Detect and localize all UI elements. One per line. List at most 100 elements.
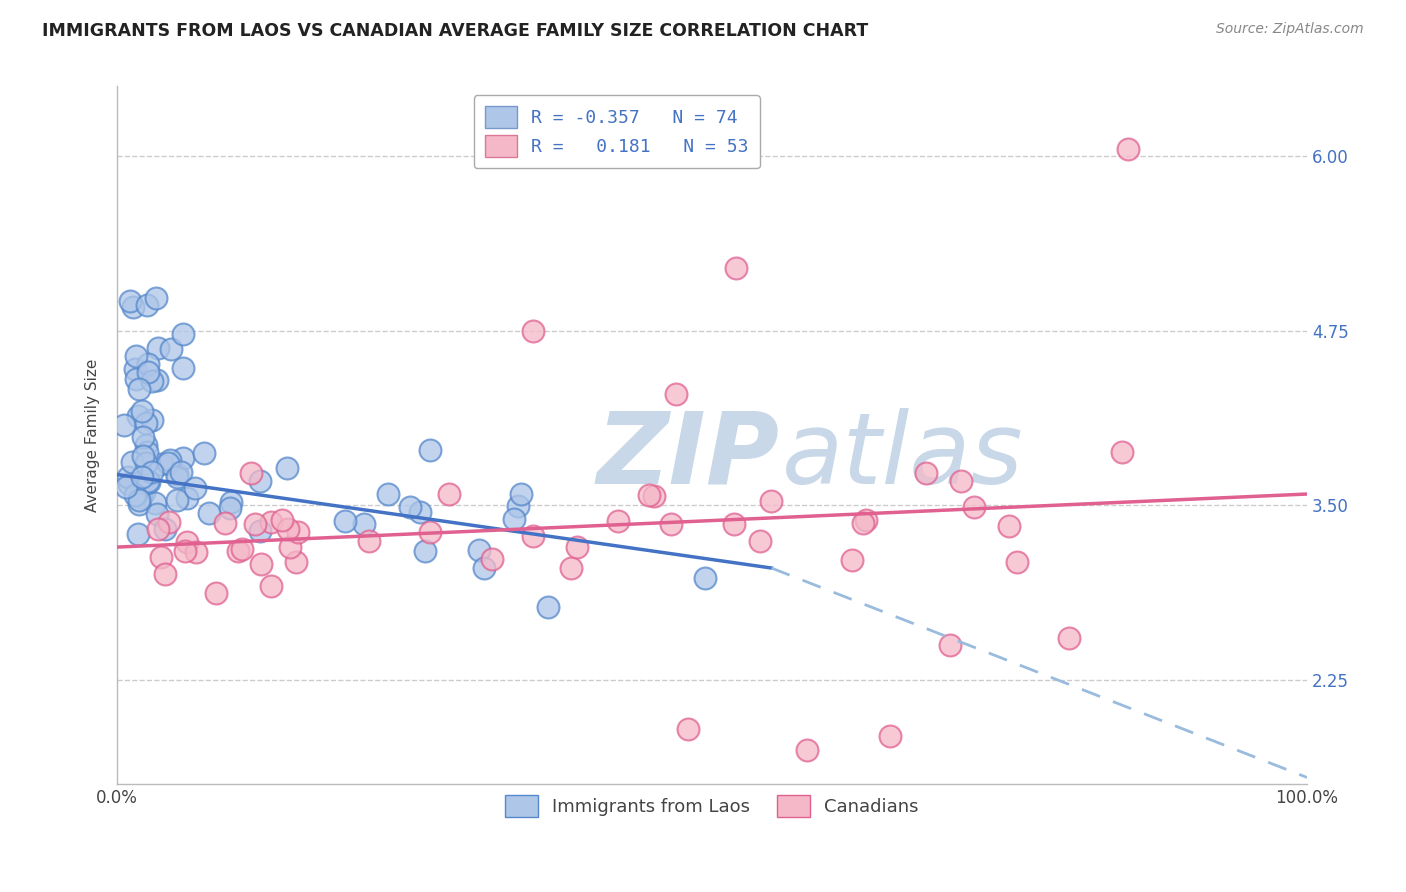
Point xyxy=(128,492,150,507)
Point xyxy=(357,533,380,548)
Point xyxy=(723,516,745,531)
Point xyxy=(749,534,772,549)
Point xyxy=(249,474,271,488)
Point xyxy=(643,490,665,504)
Point xyxy=(841,553,863,567)
Point xyxy=(136,474,159,488)
Point xyxy=(131,404,153,418)
Point xyxy=(176,491,198,505)
Point xyxy=(121,455,143,469)
Point xyxy=(129,490,152,504)
Y-axis label: Average Family Size: Average Family Size xyxy=(86,359,100,512)
Text: Source: ZipAtlas.com: Source: ZipAtlas.com xyxy=(1216,22,1364,37)
Point xyxy=(278,540,301,554)
Point xyxy=(135,438,157,452)
Point xyxy=(141,412,163,426)
Point xyxy=(761,493,783,508)
Point xyxy=(409,505,432,519)
Text: atlas: atlas xyxy=(782,408,1024,505)
Point xyxy=(260,515,283,529)
Point xyxy=(138,475,160,489)
Point xyxy=(271,513,294,527)
Point xyxy=(173,544,195,558)
Point xyxy=(124,488,146,502)
Point xyxy=(176,535,198,549)
Point xyxy=(184,545,207,559)
Point xyxy=(118,476,141,491)
Point xyxy=(472,561,495,575)
Point xyxy=(136,365,159,379)
Point xyxy=(377,486,399,500)
Point xyxy=(481,552,503,566)
Point xyxy=(124,362,146,376)
Point xyxy=(398,500,420,515)
Point xyxy=(560,560,582,574)
Point xyxy=(149,458,172,472)
Point xyxy=(135,456,157,470)
Point xyxy=(950,474,973,488)
Point xyxy=(231,542,253,557)
Point xyxy=(166,467,188,482)
Point xyxy=(724,260,747,275)
Point xyxy=(159,453,181,467)
Point xyxy=(117,469,139,483)
Point xyxy=(1111,445,1133,459)
Point xyxy=(128,497,150,511)
Point xyxy=(287,524,309,539)
Point xyxy=(522,324,544,338)
Point xyxy=(245,516,267,531)
Point xyxy=(607,514,630,528)
Text: IMMIGRANTS FROM LAOS VS CANADIAN AVERAGE FAMILY SIZE CORRELATION CHART: IMMIGRANTS FROM LAOS VS CANADIAN AVERAGE… xyxy=(42,22,869,40)
Point xyxy=(157,515,180,529)
Point xyxy=(537,599,560,614)
Point xyxy=(219,495,242,509)
Point xyxy=(205,586,228,600)
Point xyxy=(153,523,176,537)
Point xyxy=(128,382,150,396)
Point xyxy=(127,409,149,424)
Point xyxy=(127,526,149,541)
Point xyxy=(277,522,299,536)
Point xyxy=(259,579,281,593)
Point xyxy=(502,512,524,526)
Point xyxy=(1057,631,1080,645)
Point xyxy=(522,529,544,543)
Point xyxy=(419,525,441,540)
Point xyxy=(166,470,188,484)
Point xyxy=(136,358,159,372)
Point xyxy=(963,500,986,514)
Point xyxy=(413,544,436,558)
Point xyxy=(124,372,146,386)
Point xyxy=(132,430,155,444)
Text: ZIP: ZIP xyxy=(596,408,780,505)
Point xyxy=(240,466,263,480)
Point xyxy=(879,729,901,743)
Point xyxy=(146,507,169,521)
Point xyxy=(125,349,148,363)
Point xyxy=(228,543,250,558)
Point xyxy=(285,554,308,568)
Point xyxy=(333,514,356,528)
Point xyxy=(276,460,298,475)
Point xyxy=(638,488,661,502)
Point xyxy=(160,343,183,357)
Point xyxy=(915,466,938,480)
Point xyxy=(567,540,589,554)
Point xyxy=(184,482,207,496)
Point xyxy=(118,294,141,309)
Point xyxy=(135,416,157,430)
Point xyxy=(851,516,873,530)
Point xyxy=(676,722,699,736)
Point xyxy=(665,386,688,401)
Point xyxy=(149,549,172,564)
Point xyxy=(419,443,441,458)
Point xyxy=(468,542,491,557)
Point xyxy=(218,501,240,516)
Point xyxy=(353,517,375,532)
Point xyxy=(156,456,179,470)
Point xyxy=(132,449,155,463)
Point xyxy=(136,298,159,312)
Point xyxy=(115,480,138,494)
Point xyxy=(146,341,169,355)
Point xyxy=(170,465,193,479)
